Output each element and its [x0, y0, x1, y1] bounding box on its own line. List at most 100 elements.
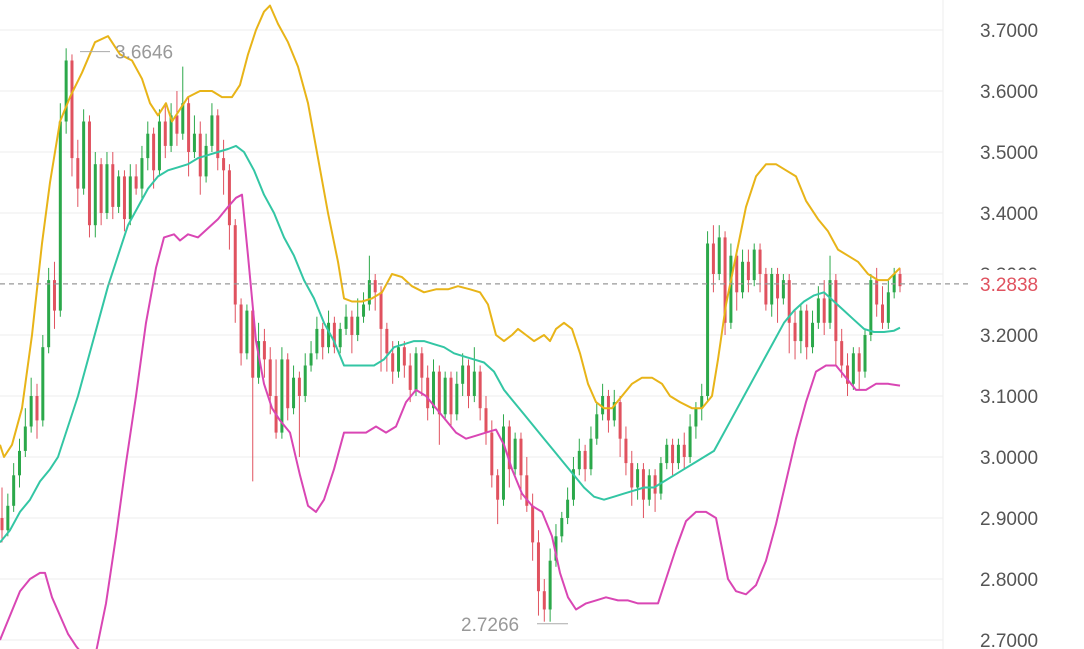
- upper-band-line: [0, 4, 901, 458]
- candle-up: [472, 371, 476, 396]
- candle-up: [181, 103, 185, 134]
- candle-up: [676, 444, 680, 464]
- candle-down: [822, 298, 826, 323]
- annotation-layer: 3.6646 2.7266: [80, 43, 568, 636]
- candle-down: [449, 377, 453, 415]
- candle-down: [227, 170, 231, 226]
- candle-down: [391, 353, 395, 372]
- candle-down: [542, 591, 546, 610]
- candle-up: [869, 280, 873, 335]
- candle-down: [420, 353, 424, 378]
- candle-down: [187, 103, 191, 152]
- candle-up: [280, 359, 284, 433]
- candle-up: [554, 536, 558, 561]
- candle-down: [87, 121, 91, 226]
- current-price-badge-bg: [972, 269, 1080, 298]
- candle-down: [297, 377, 301, 396]
- candle-up: [117, 176, 121, 207]
- candle-up: [811, 322, 815, 348]
- candle-up: [12, 475, 16, 506]
- candle-up: [17, 450, 21, 476]
- candle-up: [717, 237, 721, 274]
- candle-up: [146, 133, 150, 159]
- candle-up: [47, 280, 51, 348]
- candle-up: [577, 450, 581, 470]
- candle-up: [816, 298, 820, 323]
- candle-up: [432, 371, 436, 409]
- candle-down: [0, 518, 4, 531]
- candle-down: [671, 444, 675, 464]
- current-price-badge: 3.2838: [972, 269, 1080, 298]
- candle-up: [886, 292, 890, 323]
- y-tick-label: 3.2000: [980, 326, 1038, 347]
- candle-down: [525, 475, 529, 506]
- candle-down: [519, 438, 523, 476]
- candle-down: [332, 322, 336, 348]
- candle-up: [338, 328, 342, 348]
- candle-down: [881, 304, 885, 323]
- candle-down: [70, 60, 74, 159]
- candle-down: [262, 341, 266, 360]
- candle-up: [303, 365, 307, 396]
- candle-down: [490, 432, 494, 476]
- candle-up: [694, 408, 698, 427]
- candle-down: [321, 328, 325, 348]
- candle-down: [805, 310, 809, 348]
- candle-up: [397, 347, 401, 372]
- candle-up: [741, 261, 745, 293]
- candle-up: [128, 176, 132, 220]
- candle-down: [630, 463, 634, 488]
- candle-up: [105, 164, 109, 213]
- bands-layer: [0, 4, 901, 649]
- candle-down: [758, 249, 762, 274]
- candle-up: [455, 383, 459, 415]
- candle-down: [507, 426, 511, 470]
- candle-up: [344, 316, 348, 329]
- candle-down: [618, 402, 622, 439]
- candle-up: [140, 158, 144, 189]
- candle-up: [501, 426, 505, 500]
- candle-up: [443, 377, 447, 415]
- candle-down: [857, 353, 861, 372]
- candle-down: [111, 164, 115, 207]
- candle-up: [571, 469, 575, 500]
- candle-up: [41, 347, 45, 421]
- candle-up: [204, 145, 208, 177]
- y-tick-label: 2.8000: [980, 570, 1038, 591]
- candle-down: [723, 237, 727, 323]
- candle-down: [35, 396, 39, 421]
- candle-up: [169, 115, 173, 146]
- candle-up: [23, 426, 27, 451]
- candle-down: [787, 280, 791, 323]
- candle-down: [52, 280, 56, 311]
- y-tick-label: 2.7000: [980, 631, 1038, 649]
- y-tick-label: 3.1000: [980, 387, 1038, 408]
- candle-down: [152, 133, 156, 171]
- candle-down: [408, 365, 412, 390]
- candle-up: [157, 121, 161, 171]
- lower-band-line: [0, 193, 901, 649]
- candle-up: [58, 121, 62, 311]
- candle-down: [764, 274, 768, 305]
- candle-up: [367, 280, 371, 305]
- candle-up: [210, 115, 214, 146]
- y-tick-label: 2.9000: [980, 509, 1038, 530]
- candle-up: [29, 396, 33, 427]
- y-tick-label: 3.4000: [980, 204, 1038, 225]
- candle-down: [163, 121, 167, 146]
- candle-down: [402, 347, 406, 366]
- candle-down: [898, 274, 902, 287]
- candle-down: [216, 115, 220, 159]
- candle-up: [362, 304, 366, 317]
- candle-down: [286, 359, 290, 409]
- candle-down: [233, 225, 237, 305]
- candle-down: [76, 158, 80, 189]
- y-axis: 3.70003.60003.50003.40003.30003.20003.10…: [980, 21, 1038, 649]
- y-tick-label: 3.7000: [980, 21, 1038, 42]
- candle-down: [682, 444, 686, 457]
- candle-down: [122, 176, 126, 220]
- candle-up: [828, 280, 832, 323]
- candle-up: [770, 274, 774, 305]
- candle-down: [536, 542, 540, 592]
